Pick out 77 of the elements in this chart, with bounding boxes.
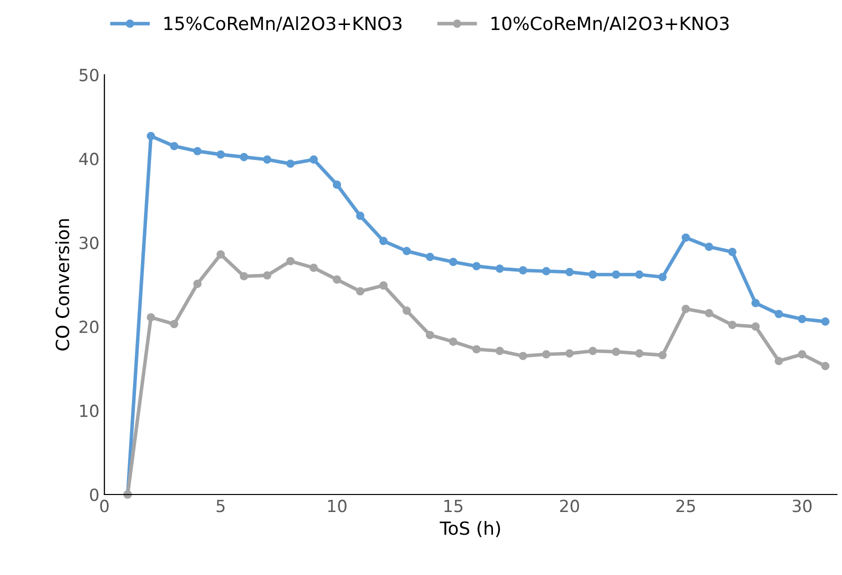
point bbox=[426, 330, 434, 340]
y-tick-label: 0 bbox=[90, 488, 98, 502]
point bbox=[658, 272, 667, 282]
point bbox=[379, 236, 388, 246]
point bbox=[612, 270, 620, 279]
x-tick-label: 5 bbox=[216, 500, 225, 512]
point bbox=[402, 306, 411, 315]
y-tick-label: 50 bbox=[80, 68, 98, 82]
point bbox=[774, 356, 783, 366]
point bbox=[332, 180, 342, 189]
point bbox=[704, 242, 714, 252]
point bbox=[193, 280, 202, 288]
y-tick-label: 20 bbox=[80, 320, 98, 334]
point bbox=[426, 252, 434, 262]
point bbox=[542, 267, 550, 276]
point bbox=[263, 155, 272, 164]
point bbox=[518, 352, 528, 360]
point bbox=[798, 314, 806, 324]
point bbox=[240, 152, 248, 162]
point bbox=[240, 272, 248, 280]
point bbox=[402, 246, 411, 256]
point bbox=[170, 142, 178, 150]
point bbox=[798, 350, 806, 358]
point bbox=[751, 322, 760, 331]
point bbox=[310, 264, 318, 272]
point bbox=[682, 233, 690, 242]
x-tick-label: 15 bbox=[444, 500, 462, 512]
point bbox=[821, 362, 830, 370]
point bbox=[263, 271, 272, 280]
point bbox=[472, 345, 481, 354]
point bbox=[612, 348, 620, 356]
point bbox=[496, 346, 504, 356]
point bbox=[286, 160, 295, 168]
point bbox=[216, 250, 225, 259]
legend-label: 15%CoReMn/Al2O3+KNO3 bbox=[164, 16, 402, 32]
point bbox=[751, 298, 760, 308]
point bbox=[728, 248, 736, 256]
x-axis-title: ToS (h) bbox=[440, 521, 500, 538]
point bbox=[728, 320, 736, 330]
legend-label: 10%CoReMn/Al2O3+KNO3 bbox=[492, 16, 729, 32]
point bbox=[356, 212, 364, 220]
x-tick-label: 25 bbox=[676, 500, 695, 512]
point bbox=[286, 256, 295, 266]
x-tick-label: 20 bbox=[560, 500, 580, 512]
point bbox=[310, 155, 318, 164]
point bbox=[332, 275, 342, 284]
x-tick-label: 0 bbox=[100, 500, 109, 512]
x-tick-label: 10 bbox=[328, 500, 346, 512]
point bbox=[588, 270, 597, 279]
point bbox=[588, 346, 597, 356]
point bbox=[658, 350, 667, 360]
point bbox=[146, 313, 156, 322]
point bbox=[216, 150, 225, 159]
y-axis-title: CO Conversion bbox=[55, 219, 70, 351]
point bbox=[356, 287, 364, 296]
point bbox=[635, 270, 644, 279]
point bbox=[518, 266, 528, 275]
point bbox=[682, 304, 690, 314]
point bbox=[193, 146, 202, 156]
point bbox=[170, 320, 178, 328]
point bbox=[565, 349, 574, 358]
point bbox=[704, 309, 714, 318]
point bbox=[472, 262, 481, 270]
point bbox=[635, 349, 644, 358]
point bbox=[542, 350, 550, 358]
y-tick-label: 40 bbox=[79, 152, 98, 166]
point bbox=[449, 338, 458, 346]
point bbox=[146, 132, 156, 140]
point bbox=[449, 258, 458, 266]
point bbox=[821, 317, 830, 326]
point bbox=[496, 264, 504, 273]
x-tick-label: 30 bbox=[792, 500, 812, 512]
point bbox=[379, 281, 388, 290]
y-tick-label: 10 bbox=[80, 404, 98, 418]
point bbox=[565, 268, 574, 276]
y-tick-label: 30 bbox=[80, 236, 98, 250]
point bbox=[774, 310, 783, 318]
